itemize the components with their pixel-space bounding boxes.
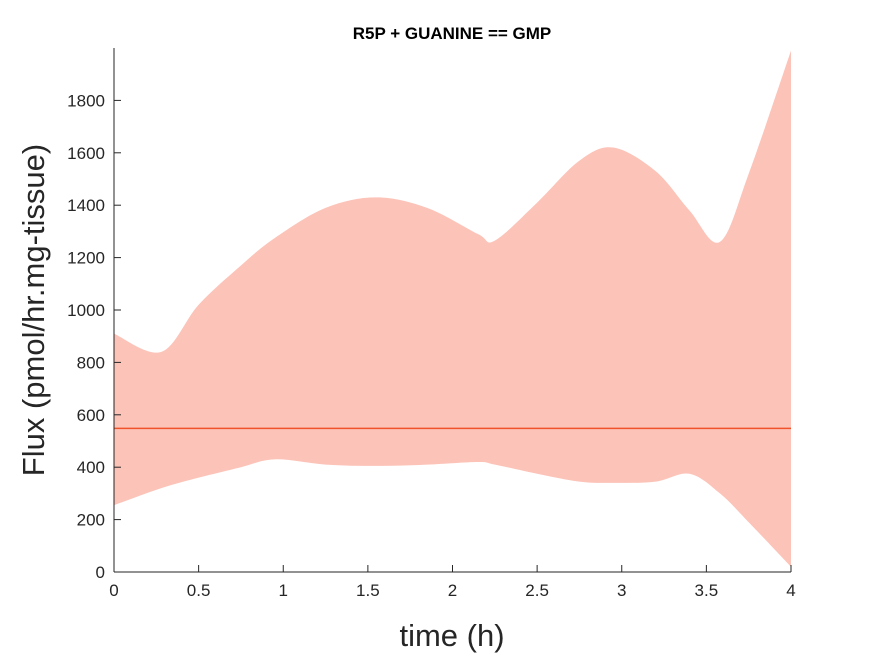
x-tick-label: 2 (448, 581, 457, 600)
y-tick-label: 1800 (67, 91, 105, 110)
x-tick-label: 2.5 (525, 581, 549, 600)
chart-title: R5P + GUANINE == GMP (353, 24, 552, 43)
confidence-band-layer (114, 50, 791, 567)
confidence-band (114, 50, 791, 567)
x-tick-label: 0 (109, 581, 118, 600)
x-tick-label: 4 (786, 581, 795, 600)
y-tick-label: 1000 (67, 301, 105, 320)
y-tick-label: 1400 (67, 196, 105, 215)
x-tick-label: 3.5 (695, 581, 719, 600)
y-tick-label: 600 (77, 406, 105, 425)
y-tick-label: 800 (77, 353, 105, 372)
x-tick-label: 1.5 (356, 581, 380, 600)
x-tick-label: 3 (617, 581, 626, 600)
y-tick-label: 400 (77, 458, 105, 477)
x-axis-label: time (h) (399, 618, 504, 653)
x-tick-label: 0.5 (187, 581, 211, 600)
y-tick-label: 1600 (67, 144, 105, 163)
y-axis-label: Flux (pmol/hr.mg-tissue) (16, 144, 51, 476)
axes: 0 0.5 1 1.5 2 2.5 3 3.5 4 0 200 400 600 800 1000 1200 14… (67, 48, 796, 600)
y-tick-label: 0 (96, 563, 105, 582)
y-tick-label: 200 (77, 511, 105, 530)
x-tick-label: 1 (279, 581, 288, 600)
y-tick-label: 1200 (67, 249, 105, 268)
